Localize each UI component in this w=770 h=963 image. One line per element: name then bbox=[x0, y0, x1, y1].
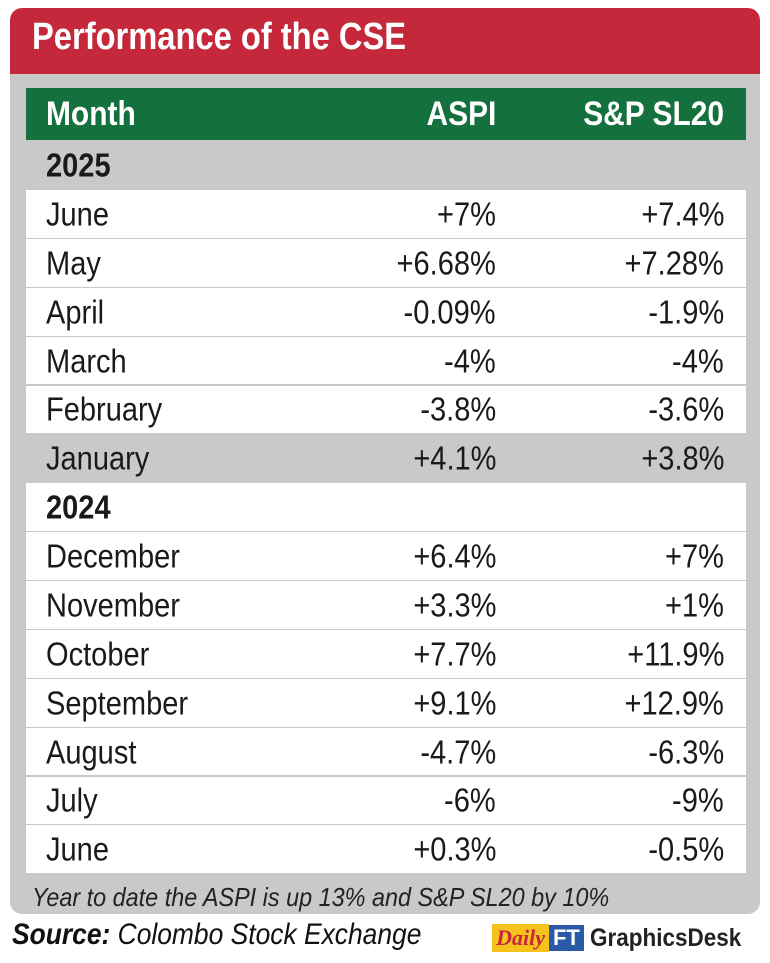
sp-sl20-cell: +7.4% bbox=[640, 195, 724, 233]
month-cell: April bbox=[46, 293, 105, 331]
sp-sl20-cell: -6.3% bbox=[648, 733, 724, 771]
sp-sl20-cell: +11.9% bbox=[626, 635, 724, 673]
aspi-cell: -3.8% bbox=[420, 390, 496, 428]
source-label: Source: bbox=[12, 918, 111, 951]
sp-sl20-cell: +7% bbox=[665, 537, 724, 575]
month-cell: December bbox=[46, 537, 180, 575]
page-title: Performance of the CSE bbox=[32, 16, 407, 58]
daily-logo: Daily bbox=[492, 924, 549, 952]
month-cell: September bbox=[46, 684, 189, 722]
month-cell: March bbox=[46, 342, 127, 380]
aspi-cell: +7% bbox=[437, 195, 496, 233]
year-row-2024: 2024 bbox=[26, 483, 746, 531]
sp-sl20-cell: +1% bbox=[665, 586, 724, 624]
year-row-2025: 2025 bbox=[26, 141, 746, 189]
sp-sl20-cell: -1.9% bbox=[648, 293, 724, 331]
table-row: July -6% -9% bbox=[26, 776, 746, 825]
aspi-cell: -0.09% bbox=[403, 293, 496, 331]
year-label: 2024 bbox=[46, 488, 111, 526]
table-row: September +9.1% +12.9% bbox=[26, 678, 746, 727]
aspi-cell: +3.3% bbox=[412, 586, 496, 624]
sp-sl20-cell: -4% bbox=[672, 342, 724, 380]
month-cell: November bbox=[46, 586, 180, 624]
column-header-month: Month bbox=[46, 95, 136, 133]
column-header-aspi: ASPI bbox=[426, 95, 496, 133]
table-row: April -0.09% -1.9% bbox=[26, 287, 746, 336]
aspi-cell: -4% bbox=[444, 342, 496, 380]
table-row: August -4.7% -6.3% bbox=[26, 727, 746, 776]
aspi-cell: +6.68% bbox=[396, 244, 496, 282]
footnote: Year to date the ASPI is up 13% and S&P … bbox=[32, 882, 610, 912]
source-line: Source: Colombo Stock Exchange bbox=[12, 918, 421, 952]
month-cell: June bbox=[46, 195, 109, 233]
table-row: February -3.8% -3.6% bbox=[26, 385, 746, 434]
month-cell: February bbox=[46, 390, 163, 428]
graphicsdesk-logo: Daily FT GraphicsDesk bbox=[492, 920, 758, 956]
performance-table: Month ASPI S&P SL20 2025 June +7% +7.4% … bbox=[26, 88, 746, 874]
table-header: Month ASPI S&P SL20 bbox=[26, 88, 746, 140]
sp-sl20-cell: +12.9% bbox=[624, 684, 724, 722]
sp-sl20-cell: -9% bbox=[672, 781, 724, 819]
column-header-sp-sl20: S&P SL20 bbox=[583, 95, 724, 133]
performance-card: Performance of the CSE Month ASPI S&P SL… bbox=[10, 8, 760, 914]
month-cell: July bbox=[46, 781, 98, 819]
aspi-cell: +6.4% bbox=[412, 537, 496, 575]
sp-sl20-cell: +3.8% bbox=[640, 439, 724, 477]
aspi-cell: -6% bbox=[444, 781, 496, 819]
month-cell: January bbox=[46, 439, 150, 477]
graphicsdesk-label: GraphicsDesk bbox=[589, 923, 742, 952]
sp-sl20-cell: +7.28% bbox=[624, 244, 724, 282]
table-row: November +3.3% +1% bbox=[26, 581, 746, 629]
table-row: October +7.7% +11.9% bbox=[26, 629, 746, 678]
month-cell: October bbox=[46, 635, 150, 673]
aspi-cell: +0.3% bbox=[412, 830, 496, 868]
month-cell: June bbox=[46, 830, 109, 868]
year-label: 2025 bbox=[46, 146, 111, 184]
table-row: December +6.4% +7% bbox=[26, 532, 746, 580]
table-row: January +4.1% +3.8% bbox=[26, 434, 746, 483]
table-row: June +7% +7.4% bbox=[26, 190, 746, 238]
title-bar: Performance of the CSE bbox=[10, 8, 760, 74]
sp-sl20-cell: -0.5% bbox=[648, 830, 724, 868]
table-row: March -4% -4% bbox=[26, 336, 746, 385]
sp-sl20-cell: -3.6% bbox=[648, 390, 724, 428]
month-cell: May bbox=[46, 244, 101, 282]
month-cell: August bbox=[46, 733, 137, 771]
ft-logo: FT bbox=[548, 925, 584, 951]
aspi-cell: +7.7% bbox=[412, 635, 496, 673]
aspi-cell: +4.1% bbox=[412, 439, 496, 477]
table-row: May +6.68% +7.28% bbox=[26, 238, 746, 287]
aspi-cell: +9.1% bbox=[412, 684, 496, 722]
table-row: June +0.3% -0.5% bbox=[26, 825, 746, 874]
aspi-cell: -4.7% bbox=[420, 733, 496, 771]
source-text: Colombo Stock Exchange bbox=[117, 918, 422, 951]
